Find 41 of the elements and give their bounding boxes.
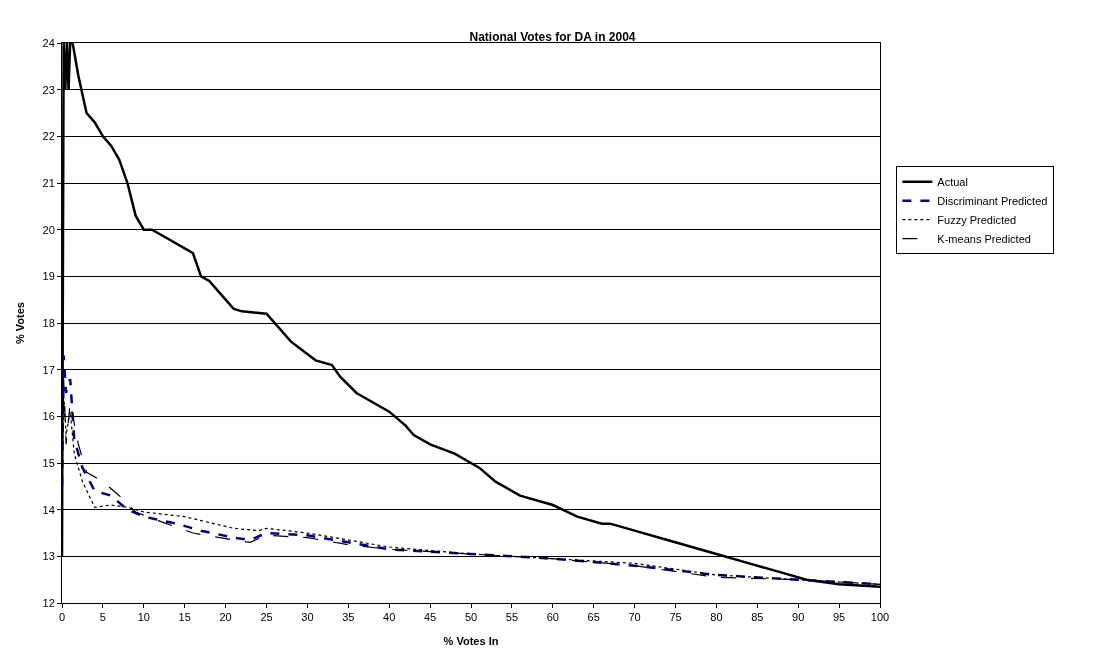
chart-title: National Votes for DA in 2004 [469, 30, 636, 45]
x-tick-label: 5 [99, 611, 106, 624]
x-tick-label: 55 [505, 611, 519, 624]
x-tick-label: 20 [219, 611, 232, 624]
y-tick-label: 14 [42, 503, 55, 516]
x-tick-label: 30 [301, 611, 314, 624]
legend-label: Fuzzy Predicted [937, 213, 1017, 226]
y-tick-label: 24 [42, 36, 55, 49]
x-tick-label: 100 [870, 611, 890, 624]
y-tick-label: 15 [42, 456, 55, 469]
x-tick-label: 35 [342, 611, 355, 624]
x-tick-label: 65 [587, 611, 600, 624]
x-tick-label: 0 [58, 611, 66, 624]
x-tick-label: 45 [423, 611, 437, 624]
x-tick-label: 95 [832, 611, 846, 624]
x-tick-label: 40 [383, 611, 396, 624]
y-tick-label: 18 [42, 316, 55, 329]
y-tick-label: 19 [42, 270, 55, 283]
legend-label: Discriminant Predicted [937, 194, 1048, 207]
x-tick-label: 90 [792, 611, 805, 624]
y-tick-label: 16 [42, 410, 55, 423]
x-tick-label: 10 [137, 611, 150, 624]
x-tick-label: 60 [546, 611, 559, 624]
y-tick-label: 17 [42, 363, 55, 376]
x-tick-label: 75 [669, 611, 682, 624]
x-axis-title: % Votes In [443, 635, 499, 648]
y-tick-label: 12 [42, 596, 55, 609]
y-tick-label: 13 [42, 550, 55, 563]
y-axis-title: % Votes [14, 302, 27, 344]
y-tick-label: 21 [42, 176, 55, 189]
y-tick-label: 20 [42, 223, 55, 236]
x-tick-label: 80 [710, 611, 723, 624]
x-tick-label: 85 [751, 611, 764, 624]
x-tick-label: 70 [628, 611, 641, 624]
x-tick-label: 50 [464, 611, 478, 624]
x-tick-label: 15 [178, 611, 191, 624]
x-tick-label: 25 [260, 611, 273, 624]
legend-label: Actual [937, 175, 968, 188]
y-tick-label: 23 [42, 83, 55, 96]
y-tick-label: 22 [42, 130, 55, 143]
legend-label: K-means Predicted [937, 232, 1031, 245]
